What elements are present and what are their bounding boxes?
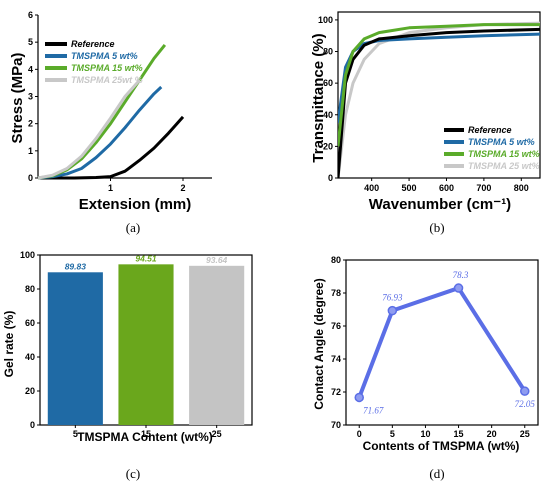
panel-d-xtick-label: 15 bbox=[454, 429, 464, 439]
panel-d-ylabel: Contact Angle (degree) bbox=[312, 278, 326, 410]
panel-b-xtick-label: 800 bbox=[514, 183, 529, 193]
panel-c-bar-value-label: 93.64 bbox=[206, 255, 228, 265]
panel-c-bar-value-label: 89.83 bbox=[65, 261, 87, 271]
panel-b-ytick-label: 20 bbox=[323, 141, 333, 151]
panel-d-chart: Contact Angle (degree) Contents of TMSPM… bbox=[312, 255, 539, 481]
panel-c-xlabel: TMSPMA Content (wt%) bbox=[77, 430, 213, 444]
panel-a-ytick-label: 6 bbox=[28, 10, 33, 20]
panel-d-plot-frame bbox=[345, 259, 539, 426]
panel-c-label: (c) bbox=[126, 466, 140, 481]
panel-d-data-point bbox=[453, 283, 464, 293]
panel-a-xtick-label: 2 bbox=[180, 183, 185, 193]
panel-b-ytick-label: 60 bbox=[323, 78, 333, 88]
panel-d-data-point bbox=[354, 392, 364, 403]
panel-b-series-tmspma-5-wt bbox=[338, 32, 540, 123]
panel-c-ytick-label: 20 bbox=[25, 386, 35, 396]
panel-a-legend-entry: TMSPMA 5 wt% bbox=[71, 51, 138, 61]
panel-c-ytick-label: 60 bbox=[25, 318, 35, 328]
panel-b-xtick-label: 600 bbox=[439, 183, 454, 193]
panel-c-bar-15 bbox=[118, 264, 174, 425]
panel-a-legend-entry: TMSPMA 25wt % bbox=[71, 75, 143, 85]
panel-b-xtick-label: 500 bbox=[402, 183, 417, 193]
panel-c-bar-5 bbox=[47, 272, 103, 425]
panel-a-xtick-label: 1 bbox=[108, 183, 113, 193]
panel-d-xtick-label: 20 bbox=[487, 429, 497, 439]
panel-a-xlabel: Extension (mm) bbox=[79, 196, 192, 213]
panel-a-legend-entry: TMSPMA 15 wt% bbox=[71, 63, 143, 73]
panel-d-ytick-label: 78 bbox=[331, 288, 341, 298]
panel-d-point-label: 72.05 bbox=[515, 399, 536, 409]
panel-a-ytick-label: 5 bbox=[28, 37, 33, 47]
panel-b-chart: Transmittance (%) Wavenumber (cm⁻¹) (b) … bbox=[310, 11, 541, 235]
panel-b-series-group bbox=[338, 21, 540, 178]
panel-a-ytick-label: 0 bbox=[28, 173, 33, 183]
panel-a-series-tmspma-25wt bbox=[37, 79, 141, 180]
panel-b-legend-entry: TMSPMA 15 wt% bbox=[468, 149, 540, 159]
panel-a-ytick-label: 4 bbox=[28, 64, 33, 74]
panel-b-plot-frame bbox=[337, 11, 541, 179]
panel-c-xtick-label: 5 bbox=[73, 429, 78, 439]
panel-c-bar-value-label: 94.51 bbox=[135, 253, 157, 263]
panel-d-series-line bbox=[357, 286, 527, 399]
panel-c-ytick-label: 80 bbox=[25, 284, 35, 294]
panel-a-ytick-label: 2 bbox=[28, 119, 33, 129]
panel-c-bar-25 bbox=[189, 265, 245, 425]
panel-d-xtick-label: 5 bbox=[390, 429, 395, 439]
panel-b-series-tmspma-15-wt bbox=[338, 23, 540, 147]
panel-b-series-reference bbox=[338, 27, 540, 178]
panel-c-xtick-label: 25 bbox=[212, 429, 222, 439]
panel-c-ylabel: Gel rate (%) bbox=[2, 311, 16, 378]
panel-d-point-label: 76.93 bbox=[382, 293, 403, 303]
panel-c-chart: Gel rate (%) TMSPMA Content (wt%) (c) 0 2… bbox=[2, 250, 253, 481]
panel-b-legend-entry: TMSPMA 25 wt% bbox=[468, 161, 540, 171]
panel-a-ylabel: Stress (MPa) bbox=[9, 53, 26, 144]
panel-a-series-tmspma-5-wt bbox=[37, 85, 163, 180]
panel-b-ytick-label: 80 bbox=[323, 47, 333, 57]
panel-d-ytick-label: 70 bbox=[331, 420, 341, 430]
panel-c-ytick-label: 0 bbox=[30, 420, 35, 430]
panel-a-ytick-label: 3 bbox=[28, 92, 33, 102]
panel-a-legend-entry: Reference bbox=[71, 39, 115, 49]
panel-d-ytick-label: 76 bbox=[331, 321, 341, 331]
panel-a-chart: Stress (MPa) Extension (mm) (a) 0 1 2 3 4 5 6 1… bbox=[9, 10, 212, 235]
panel-d-ytick-label: 72 bbox=[331, 387, 341, 397]
panel-c-ytick-label: 100 bbox=[20, 250, 35, 260]
panel-c-xtick-label: 15 bbox=[141, 429, 151, 439]
panel-c-ytick-label: 40 bbox=[25, 352, 35, 362]
panel-d-point-label: 78.3 bbox=[453, 270, 469, 280]
panel-d-xtick-label: 25 bbox=[520, 429, 530, 439]
panel-d-xtick-label: 10 bbox=[420, 429, 430, 439]
panel-d-data-point bbox=[387, 305, 398, 316]
panel-a-ytick-label: 1 bbox=[28, 146, 33, 156]
panel-d-point-label: 71.67 bbox=[363, 405, 384, 415]
panel-d-xtick-label: 0 bbox=[357, 429, 362, 439]
panel-b-ytick-label: 100 bbox=[318, 15, 333, 25]
panel-b-ylabel: Transmittance (%) bbox=[310, 33, 327, 162]
panel-d-data-point bbox=[520, 386, 530, 396]
panel-b-xlabel: Wavenumber (cm⁻¹) bbox=[369, 196, 511, 213]
panel-d-ytick-label: 80 bbox=[331, 255, 341, 265]
panel-b-ytick-label: 40 bbox=[323, 110, 333, 120]
panel-a-series-reference bbox=[38, 115, 185, 180]
panel-b-label: (b) bbox=[429, 220, 444, 235]
panel-d-xlabel: Contents of TMSPMA (wt%) bbox=[363, 439, 520, 453]
panel-a-label: (a) bbox=[126, 220, 140, 235]
panel-b-legend-entry: TMSPMA 5 wt% bbox=[468, 137, 535, 147]
panel-b-xtick-label: 700 bbox=[476, 183, 491, 193]
panel-b-ytick-label: 0 bbox=[328, 173, 333, 183]
panel-b-legend-entry: Reference bbox=[468, 125, 512, 135]
panel-b-xtick-label: 400 bbox=[364, 183, 379, 193]
panel-d-ytick-label: 74 bbox=[331, 354, 341, 364]
panel-d-label: (d) bbox=[429, 466, 444, 481]
